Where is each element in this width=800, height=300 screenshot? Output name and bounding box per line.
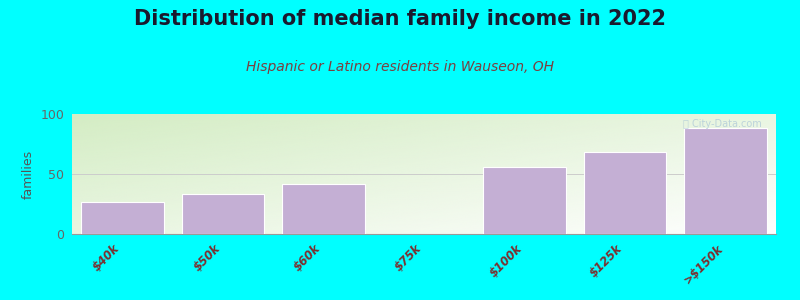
Bar [483,167,566,234]
Bar [282,184,365,234]
Bar [182,194,264,234]
Bar [685,128,767,234]
Text: Ⓒ City-Data.com: Ⓒ City-Data.com [683,119,762,129]
Bar [584,152,666,234]
Y-axis label: families: families [22,149,35,199]
Text: Hispanic or Latino residents in Wauseon, OH: Hispanic or Latino residents in Wauseon,… [246,60,554,74]
Bar [81,202,163,234]
Text: Distribution of median family income in 2022: Distribution of median family income in … [134,9,666,29]
